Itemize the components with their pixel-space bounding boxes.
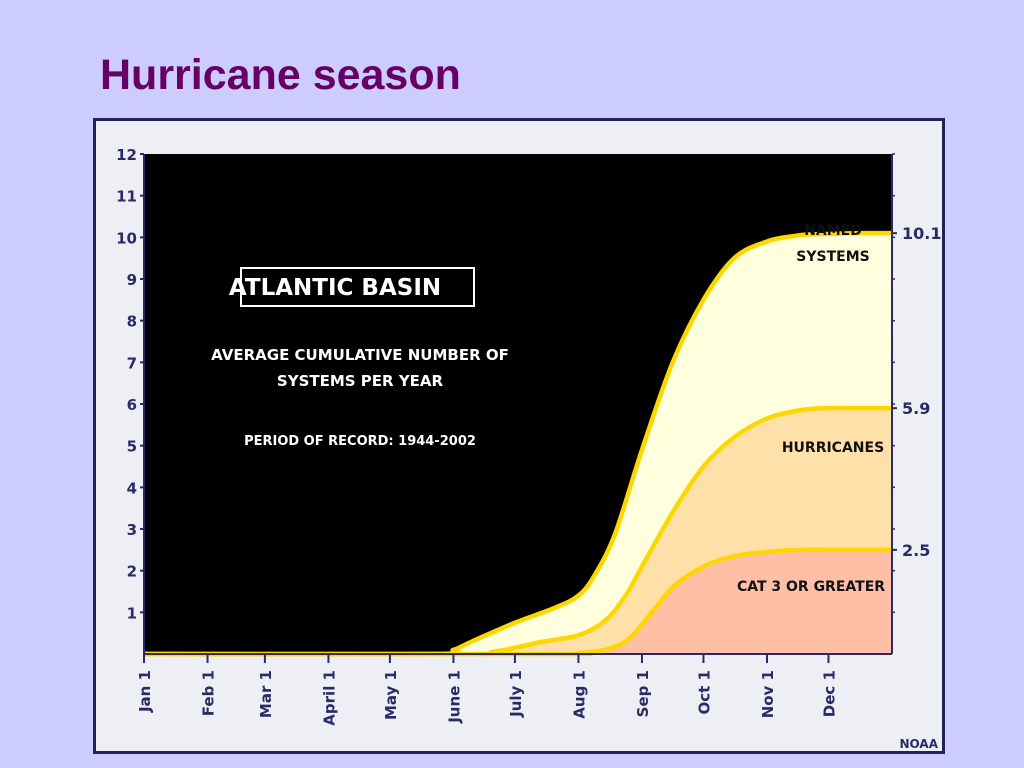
x-tick-label: Jan 1 <box>136 670 154 713</box>
y-tick-label: 1 <box>127 604 137 622</box>
slide-title: Hurricane season <box>100 51 461 99</box>
x-tick-label: Mar 1 <box>257 670 275 718</box>
y-tick-label: 6 <box>127 396 137 414</box>
named-systems-line <box>143 230 893 657</box>
y-tick-label: 4 <box>127 479 137 497</box>
y-tick-label: 10 <box>116 229 137 247</box>
x-tick-label: June 1 <box>445 670 463 724</box>
x-tick-label: Dec 1 <box>820 670 838 717</box>
chart-title-box <box>240 267 475 307</box>
y-tick-label: 9 <box>127 271 137 289</box>
series-areas <box>144 233 892 655</box>
chart-subtitle-line-1: AVERAGE CUMULATIVE NUMBER OF <box>211 346 509 364</box>
chart-labels: 10.1 5.9 2.5 NAMED SYSTEMS HURRICANES CAT 3 OR… <box>116 146 941 726</box>
cat-3-or-greater-end-label: 2.5 <box>902 541 930 560</box>
y-tick-label: 12 <box>116 146 137 164</box>
chart-subtitle-line-2: SYSTEMS PER YEAR <box>277 372 444 390</box>
x-tick-label: Nov 1 <box>759 670 777 718</box>
chart-note: PERIOD OF RECORD: 1944-2002 <box>244 434 476 449</box>
named-systems-series-label: SYSTEMS <box>796 249 869 265</box>
named-systems-end-label: 10.1 <box>902 224 941 243</box>
chart-frame: 10.1 5.9 2.5 NAMED SYSTEMS HURRICANES CAT 3 OR… <box>93 118 945 754</box>
y-tick-label: 11 <box>116 188 137 206</box>
x-tick-label: Feb 1 <box>200 670 218 716</box>
source-label: NOAA <box>900 737 939 751</box>
x-tick-label: May 1 <box>382 670 400 720</box>
x-tick-label: Sep 1 <box>634 670 652 717</box>
x-tick-label: April 1 <box>320 670 338 726</box>
cumulative-systems-chart: 10.1 5.9 2.5 NAMED SYSTEMS HURRICANES CAT 3 OR… <box>116 146 941 751</box>
x-tick-label: Aug 1 <box>570 670 588 719</box>
hurricanes-series-label: HURRICANES <box>782 440 884 456</box>
named-systems-series-label: NAMED <box>804 223 862 239</box>
y-tick-label: 7 <box>127 354 137 372</box>
y-tick-label: 5 <box>127 438 137 456</box>
chart-title: ATLANTIC BASIN <box>229 275 441 301</box>
x-tick-label: Oct 1 <box>695 670 713 714</box>
cat-3-or-greater-area <box>144 549 892 655</box>
y-tick-label: 8 <box>127 313 137 331</box>
y-tick-label: 2 <box>127 563 137 581</box>
y-tick-label: 3 <box>127 521 137 539</box>
x-tick-label: July 1 <box>507 670 525 718</box>
hurricanes-end-label: 5.9 <box>902 399 930 418</box>
axes <box>140 153 897 663</box>
cat-3-or-greater-series-label: CAT 3 OR GREATER <box>737 579 885 595</box>
